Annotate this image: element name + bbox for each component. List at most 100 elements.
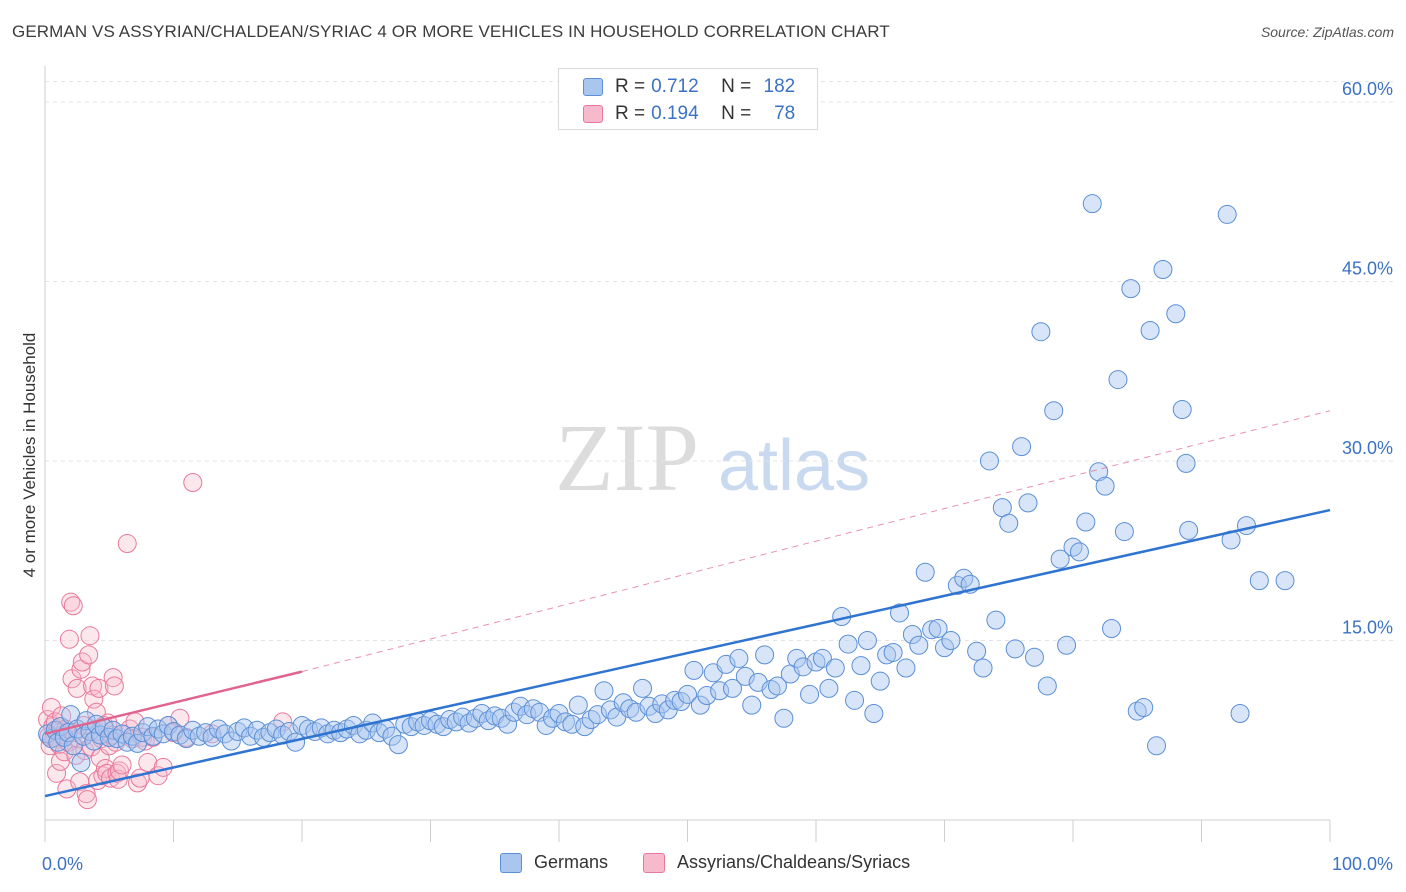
german-point xyxy=(697,686,717,706)
german-point xyxy=(915,562,935,582)
assyrian-point xyxy=(117,534,137,554)
german-point xyxy=(1089,462,1109,482)
german-point xyxy=(684,660,704,680)
german-point xyxy=(117,732,137,752)
german-point xyxy=(1121,279,1141,299)
assyrian-point xyxy=(77,790,97,810)
legend-r-value: 0.194 xyxy=(651,103,699,124)
series-legend: Germans Assyrians/Chaldeans/Syriacs xyxy=(0,852,1406,878)
german-point xyxy=(690,695,710,715)
grid-lines xyxy=(45,81,1395,641)
german-point xyxy=(594,681,614,701)
german-point xyxy=(645,703,665,723)
german-point xyxy=(1179,520,1199,540)
german-point xyxy=(1005,639,1025,659)
assyrian-point xyxy=(47,763,67,783)
german-point xyxy=(941,630,961,650)
assyrian-trend-extension xyxy=(301,410,1331,673)
y-tick-label: 30.0% xyxy=(1342,438,1393,458)
german-point xyxy=(421,711,440,731)
german-point xyxy=(870,671,890,691)
axes xyxy=(44,66,1331,842)
german-point xyxy=(1024,647,1044,667)
assyrian-point xyxy=(112,755,132,775)
assyrian-point xyxy=(41,698,61,718)
german-point xyxy=(1127,701,1147,721)
german-point xyxy=(864,703,884,723)
german-point xyxy=(838,634,858,654)
german-point xyxy=(806,652,826,672)
german-point xyxy=(128,733,148,753)
legend-row-assyrians: R = 0.194 N = 78 xyxy=(583,101,795,127)
assyrian-trend-line xyxy=(44,670,303,736)
german-point xyxy=(221,731,241,751)
german-point xyxy=(575,717,595,737)
german-point xyxy=(922,620,942,640)
german-point xyxy=(626,702,646,722)
german-point xyxy=(1069,542,1089,562)
german-point xyxy=(819,678,839,698)
x-tick-label: 100.0% xyxy=(1332,854,1393,874)
german-point xyxy=(1134,698,1154,718)
german-point xyxy=(1230,703,1250,723)
legend-n-label: N = xyxy=(721,76,752,97)
german-point xyxy=(1236,516,1256,536)
german-point xyxy=(857,630,877,650)
assyrian-point xyxy=(89,678,109,698)
german-point xyxy=(388,735,408,755)
y-tick-label: 45.0% xyxy=(1342,258,1393,278)
y-tick-label: 15.0% xyxy=(1342,617,1393,637)
german-point xyxy=(433,717,453,737)
german-point xyxy=(909,635,929,655)
german-point xyxy=(742,695,762,715)
german-point xyxy=(369,723,389,743)
german-point xyxy=(1153,259,1173,279)
german-point xyxy=(588,705,608,725)
german-point xyxy=(1044,401,1064,421)
legend-row-germans: R = 0.712 N = 182 xyxy=(583,74,795,100)
german-point xyxy=(665,690,685,710)
assyrian-point xyxy=(79,645,99,665)
german-point xyxy=(1108,370,1128,390)
assyrian-point xyxy=(72,652,92,672)
german-point xyxy=(1095,476,1115,496)
german-point xyxy=(1018,493,1038,513)
legend-n-value: 182 xyxy=(763,76,796,97)
german-point xyxy=(1249,571,1269,591)
german-point xyxy=(986,610,1006,630)
series-swatch-pink xyxy=(643,852,665,873)
german-point xyxy=(1057,635,1077,655)
german-point xyxy=(678,684,697,704)
legend-swatch-pink xyxy=(583,105,603,123)
assyrian-point xyxy=(273,712,293,732)
assyrian-point xyxy=(104,676,124,696)
german-point xyxy=(755,645,775,665)
legend-n-label: N = xyxy=(721,103,752,124)
german-point xyxy=(568,695,588,715)
watermark-zip: ZIP xyxy=(555,404,699,511)
german-point xyxy=(1082,194,1102,214)
german-point xyxy=(228,721,248,741)
german-point xyxy=(845,690,865,710)
legend-r-label: R = xyxy=(615,103,646,124)
german-point xyxy=(883,642,903,662)
assyrian-point xyxy=(138,753,158,773)
series-legend-assyrians: Assyrians/Chaldeans/Syriacs xyxy=(643,852,910,873)
assyrian-point xyxy=(80,626,100,646)
trend-lines xyxy=(44,410,1331,798)
german-point xyxy=(1217,204,1237,224)
y-axis-label: 4 or more Vehicles in Household xyxy=(20,332,39,578)
german-point xyxy=(825,658,845,678)
german-point xyxy=(1037,676,1057,696)
assyrian-point xyxy=(103,668,123,688)
legend-n-value: 78 xyxy=(774,103,796,124)
german-point xyxy=(973,658,993,678)
german-point xyxy=(1076,512,1096,532)
correlation-legend: R = 0.712 N = 182 R = 0.194 N = 78 xyxy=(558,68,818,130)
chart-title: GERMAN VS ASSYRIAN/CHALDEAN/SYRIAC 4 OR … xyxy=(12,22,890,41)
german-point xyxy=(1140,321,1160,341)
german-point xyxy=(523,699,543,719)
assyrian-point xyxy=(61,592,81,612)
german-point xyxy=(1176,453,1196,473)
